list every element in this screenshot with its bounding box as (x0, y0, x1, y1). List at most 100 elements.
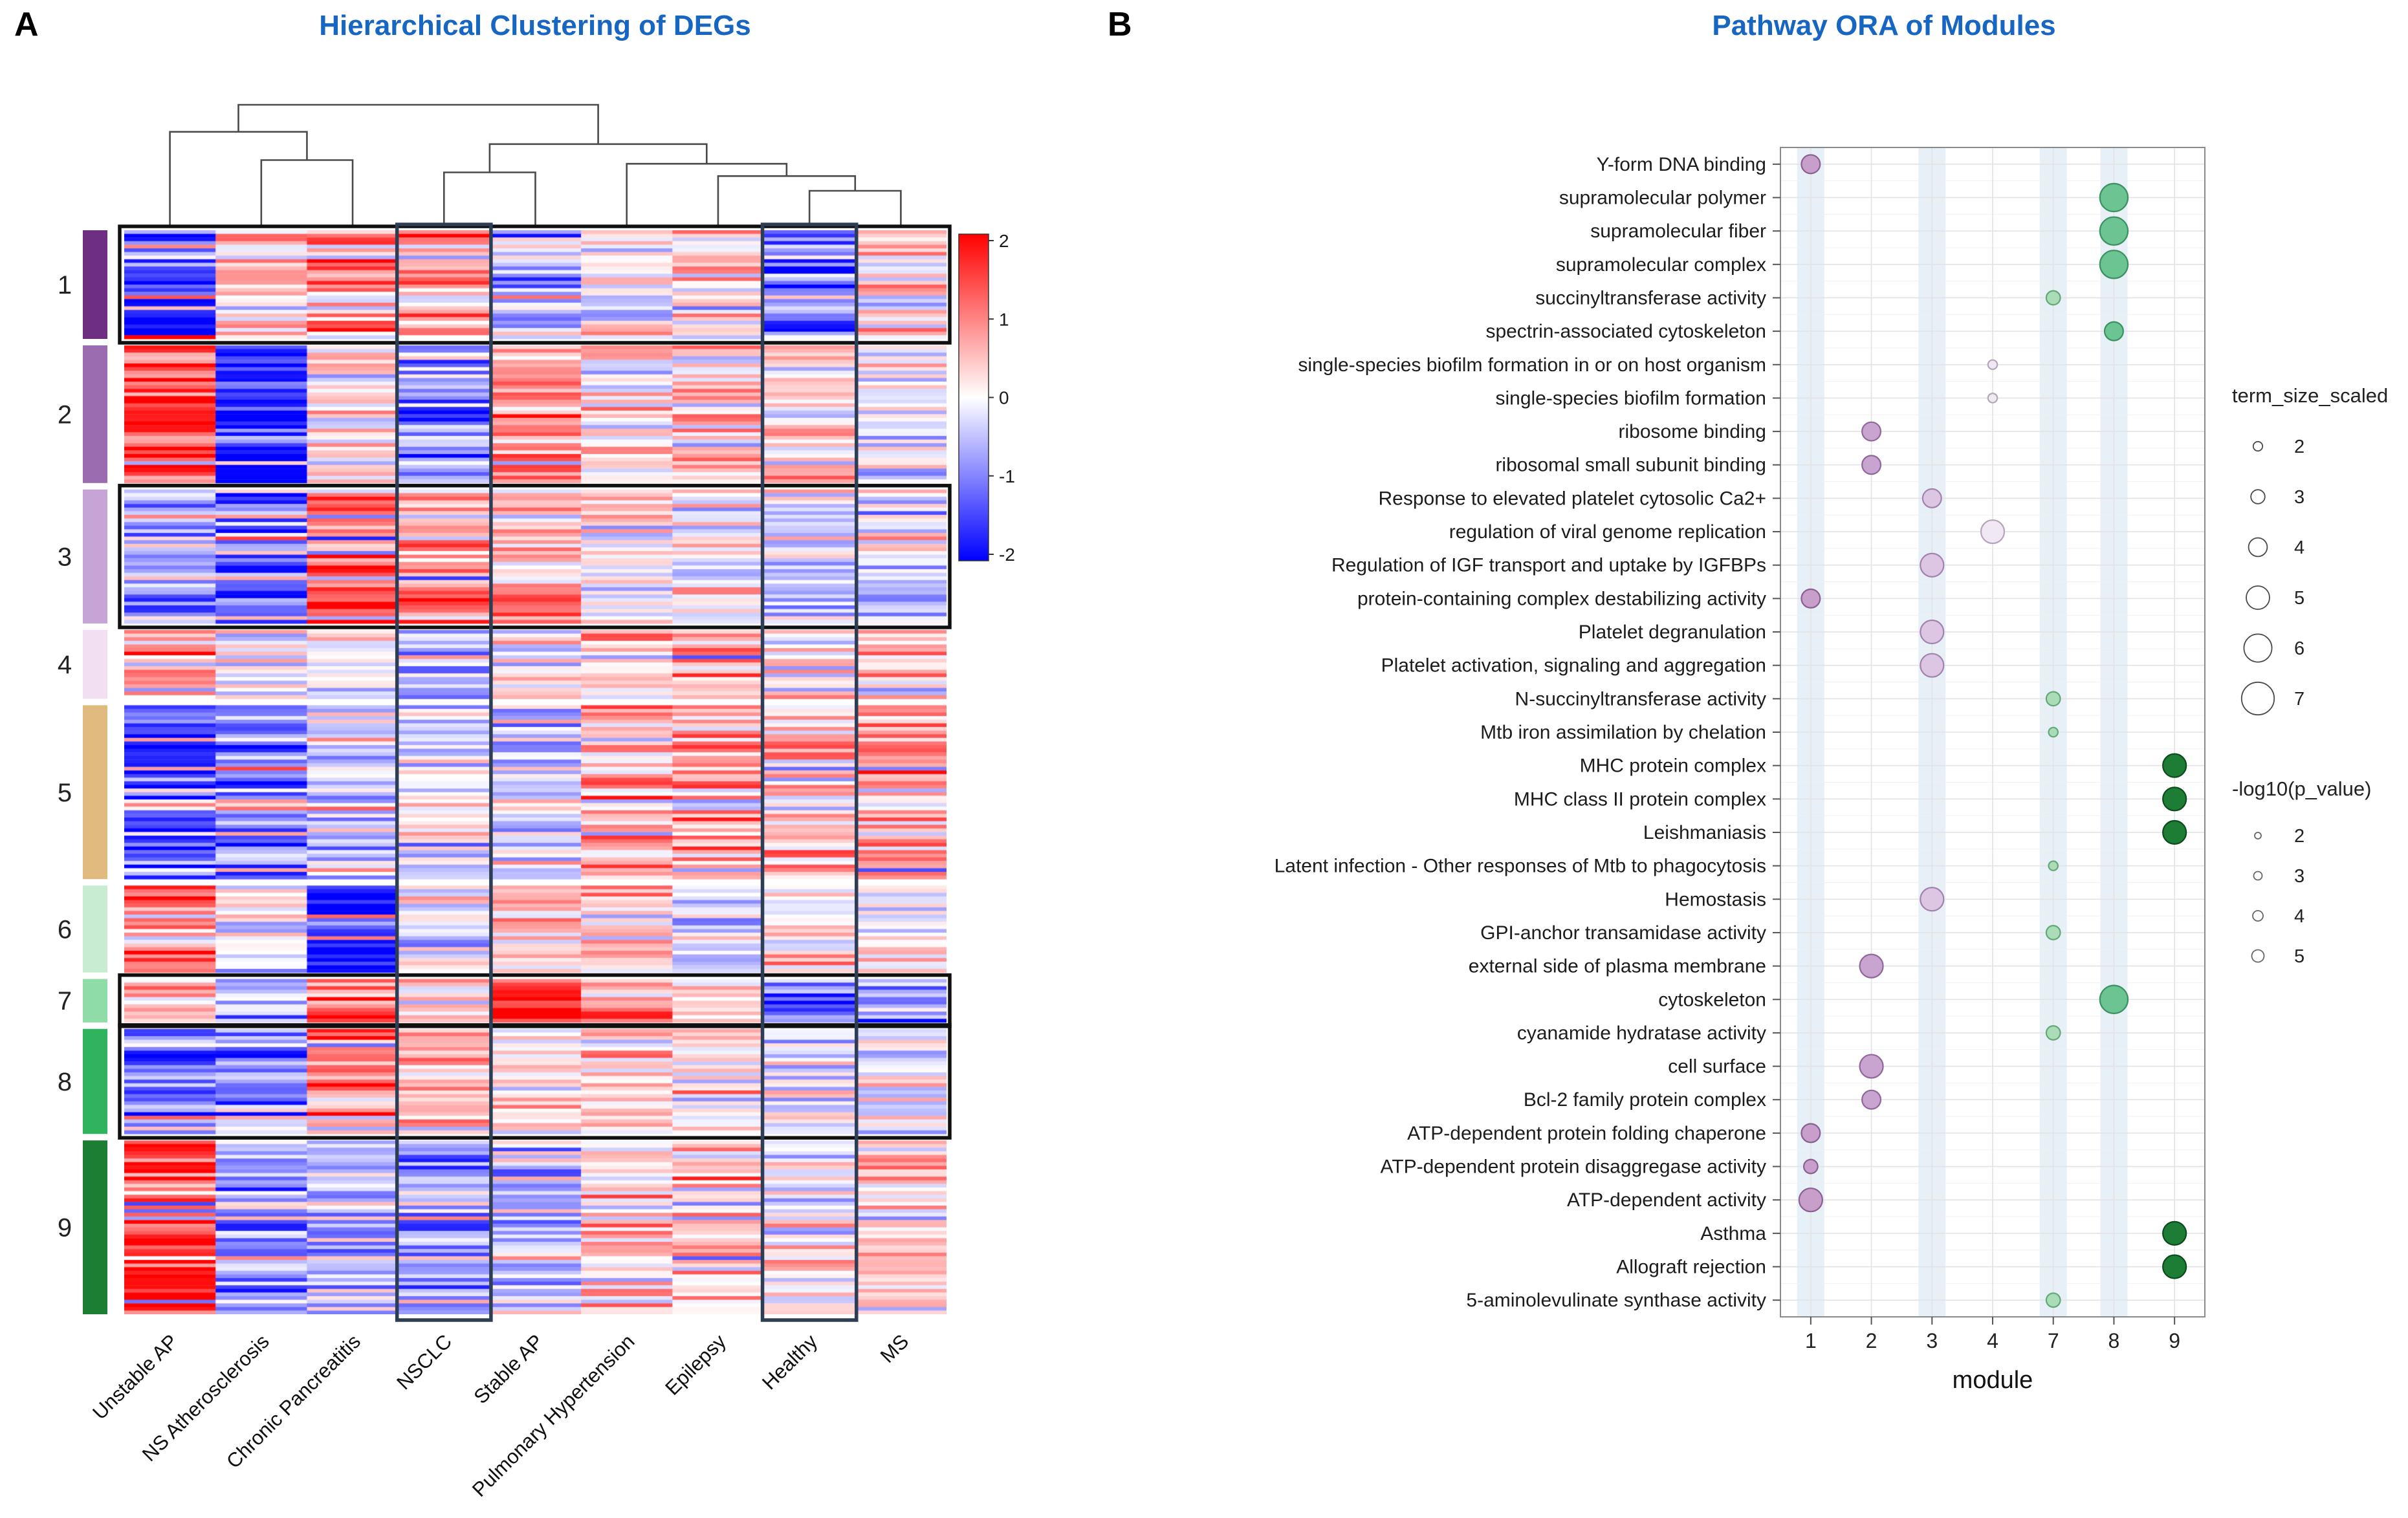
pathway-dot (1920, 887, 1945, 912)
pathway-label: Asthma (1700, 1223, 1766, 1244)
module-number: 9 (58, 1214, 72, 1242)
panel-b-title: Pathway ORA of Modules (1712, 10, 2056, 41)
pathway-label: cell surface (1668, 1056, 1766, 1078)
size-legend-value: 7 (2294, 689, 2304, 710)
module-number: 5 (58, 779, 72, 807)
module-shade-stripe (2039, 147, 2067, 1317)
size-legend-circle (2243, 633, 2273, 663)
x-tick-label: 1 (1805, 1329, 1817, 1352)
pathway-label: external side of plasma membrane (1469, 956, 1766, 977)
pathway-label: Mtb iron assimilation by chelation (1480, 722, 1766, 743)
pvalue-legend-circle (2254, 832, 2262, 840)
module-color-bar (83, 979, 107, 1023)
pathway-dot (1861, 455, 1882, 475)
dotplot-svg: Y-form DNA binding supramolecular polymer… (1275, 147, 2388, 1394)
pathway-label: ribosome binding (1619, 421, 1766, 442)
pathway-label: Latent infection - Other responses of Mt… (1275, 856, 1766, 877)
heatmap-column-label: NS Atherosclerosis (138, 1330, 274, 1466)
pathway-dot (1980, 519, 2006, 545)
pathway-label: cyanamide hydratase activity (1517, 1023, 1766, 1044)
size-legend-value: 4 (2294, 537, 2304, 558)
pathway-dot (2099, 182, 2129, 213)
pvalue-legend-circle (2253, 871, 2263, 881)
pathway-dot (1861, 1089, 1882, 1110)
pvalue-legend-circle (2251, 949, 2265, 963)
size-legend-circle (2246, 585, 2270, 610)
pathway-label: cytoskeleton (1658, 989, 1766, 1010)
dendrogram-branch (260, 159, 354, 228)
dendrogram-branch (626, 162, 788, 228)
pathway-dot (2162, 819, 2187, 845)
pathway-dot (2045, 1025, 2061, 1041)
size-legend-value: 3 (2294, 487, 2304, 508)
pathway-label: succinyltransferase activity (1535, 287, 1766, 309)
heatmap-column-label: Stable AP (469, 1330, 547, 1408)
module-color-bar (83, 230, 107, 339)
x-tick-label: 2 (1866, 1329, 1877, 1352)
module-number: 3 (58, 543, 72, 571)
pathway-dot (1802, 1158, 1819, 1175)
heatmap-column-label: MS (876, 1330, 914, 1367)
pathway-label: single-species biofilm formation in or o… (1298, 354, 1766, 376)
pathway-label: Platelet degranulation (1579, 622, 1766, 643)
dendrogram-branch (169, 131, 308, 228)
pathway-dot (2162, 753, 2187, 778)
pathway-dot (2103, 321, 2124, 342)
pathway-label: Regulation of IGF transport and uptake b… (1331, 555, 1766, 576)
x-tick-label: 7 (2048, 1329, 2059, 1352)
module-number: 7 (58, 987, 72, 1015)
pathway-label: Platelet activation, signaling and aggre… (1381, 655, 1766, 677)
module-shade-stripe (1797, 147, 1824, 1317)
pathway-dot (1801, 588, 1821, 609)
size-legend-value: 5 (2294, 588, 2304, 609)
pathway-dot (2162, 1254, 2187, 1279)
pathway-dot (1861, 421, 1882, 442)
pathway-label: protein-containing complex destabilizing… (1357, 588, 1766, 609)
module-number: 6 (58, 915, 72, 944)
pathway-dot (2045, 925, 2061, 940)
plot-border (1780, 147, 2206, 1317)
pathway-label: spectrin-associated cytoskeleton (1485, 321, 1766, 342)
pathway-dot (2045, 290, 2061, 306)
pathway-label: Allograft rejection (1616, 1257, 1766, 1278)
dendrogram-branch (808, 190, 902, 228)
pathway-dot (1859, 1054, 1884, 1079)
heatmap-column-label: NSCLC (392, 1330, 456, 1394)
pvalue-legend-value: 4 (2294, 906, 2304, 927)
pathway-dot (1987, 359, 1998, 371)
pathway-label: Hemostasis (1665, 889, 1766, 910)
pathway-dot (2045, 691, 2061, 707)
pathway-dot (2045, 1292, 2061, 1308)
module-number: 2 (58, 400, 72, 429)
pathway-label: GPI-anchor transamidase activity (1480, 922, 1766, 944)
dendrogram-branch (443, 171, 536, 228)
pvalue-legend-circle (2252, 910, 2264, 922)
pathway-label: ATP-dependent activity (1567, 1189, 1766, 1211)
module-color-bar (83, 1028, 107, 1134)
module-color-bar (83, 1140, 107, 1314)
size-legend-value: 6 (2294, 638, 2304, 659)
heatmap-column-label: Unstable AP (88, 1330, 182, 1424)
pathway-label: Y-form DNA binding (1597, 154, 1766, 175)
pvalue-legend-value: 5 (2294, 946, 2304, 967)
pvalue-legend-value: 3 (2294, 866, 2304, 887)
module-color-bar (83, 345, 107, 483)
pathway-dot (1987, 393, 1998, 404)
module-color-bar (83, 705, 107, 880)
pvalue-legend-title: -log10(p_value) (2232, 777, 2371, 800)
panel-a-title: Hierarchical Clustering of DEGs (319, 10, 751, 41)
pathway-dot (2162, 1220, 2187, 1246)
heatmap-column-label: Pulmonary Hypertension (468, 1330, 639, 1501)
pathway-dot (2099, 216, 2129, 246)
pathway-label: regulation of viral genome replication (1449, 521, 1766, 543)
module-shade-stripe (1918, 147, 1946, 1317)
pathway-label: Leishmaniasis (1643, 822, 1766, 843)
pathway-label: Response to elevated platelet cytosolic … (1378, 488, 1766, 509)
pathway-dot (1920, 552, 1945, 578)
colorbar-tick-label: 0 (999, 388, 1009, 408)
pathway-label: MHC protein complex (1580, 755, 1766, 777)
pathway-label: supramolecular complex (1556, 254, 1766, 276)
pathway-label: 5-aminolevulinate synthase activity (1466, 1290, 1766, 1311)
pathway-label: supramolecular polymer (1559, 187, 1766, 208)
